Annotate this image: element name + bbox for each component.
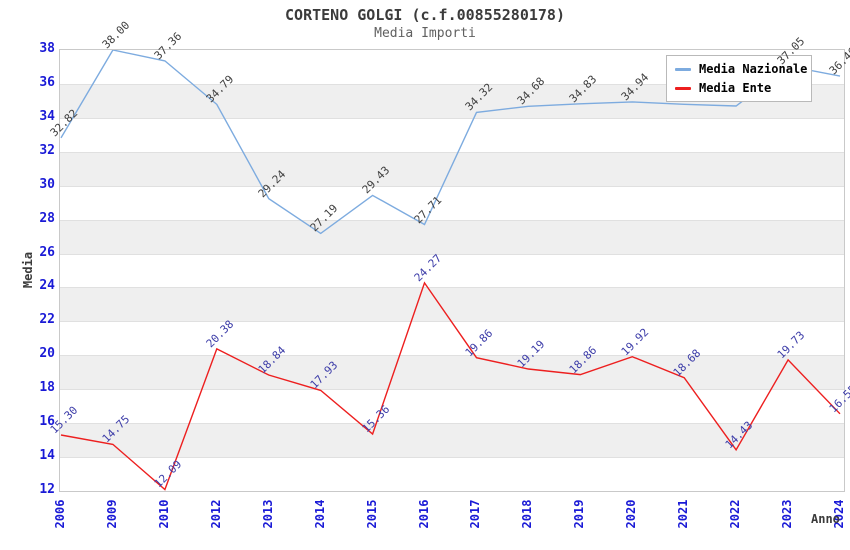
y-tick-label: 34 <box>39 108 55 124</box>
series-lines-layer <box>60 50 841 491</box>
gridline <box>60 287 844 289</box>
plot-band <box>60 423 844 458</box>
x-tick-label: 2018 <box>520 499 535 529</box>
y-tick-label: 16 <box>39 414 55 430</box>
y-tick-label: 30 <box>39 176 55 192</box>
gridline <box>60 457 844 459</box>
y-tick-label: 24 <box>39 278 55 294</box>
x-tick-label: 2021 <box>676 499 691 529</box>
plot-band <box>60 287 844 322</box>
y-tick-label: 18 <box>39 380 55 396</box>
plot-band <box>60 355 844 390</box>
gridline <box>60 389 844 391</box>
x-tick-label: 2016 <box>416 499 431 529</box>
gridline <box>60 151 844 153</box>
gridline <box>60 253 844 255</box>
y-tick-label: 38 <box>39 41 55 56</box>
gridline <box>60 185 844 187</box>
x-tick-label: 2009 <box>104 499 119 529</box>
plot-band <box>60 219 844 254</box>
x-tick-label: 2017 <box>468 499 483 529</box>
y-tick-label: 20 <box>39 346 55 362</box>
gridline <box>60 83 844 85</box>
legend-label-media-nazionale: Media Nazionale <box>699 62 808 76</box>
series-line-media-ente <box>60 281 841 491</box>
legend: Media Nazionale Media Ente <box>666 55 812 102</box>
x-tick-label: 2019 <box>572 499 587 529</box>
x-tick-label: 2020 <box>624 499 639 529</box>
x-tick-label: 2015 <box>364 499 379 529</box>
legend-line-swatch-ente-icon <box>675 86 691 90</box>
x-tick-label: 2014 <box>312 499 327 529</box>
y-tick-label: 26 <box>39 244 55 260</box>
y-tick-label: 36 <box>39 74 55 90</box>
gridline <box>60 423 844 425</box>
legend-item-media-nazionale: Media Nazionale <box>675 62 807 76</box>
gridline <box>60 219 844 221</box>
y-tick-label: 28 <box>39 210 55 226</box>
y-tick-label: 22 <box>39 312 55 328</box>
x-tick-label: 2006 <box>53 499 67 529</box>
chart-title: CORTENO GOLGI (c.f.00855280178) <box>285 6 565 24</box>
x-tick-label: 2022 <box>728 499 743 529</box>
plot-band <box>60 151 844 186</box>
legend-label-media-ente: Media Ente <box>699 81 772 95</box>
x-axis-title: Anno <box>811 512 840 526</box>
series-line-media-nazionale <box>60 50 841 235</box>
y-tick-label: 14 <box>39 448 55 464</box>
y-tick-label: 12 <box>39 482 55 497</box>
x-tick-label: 2023 <box>780 499 795 529</box>
gridline <box>60 355 844 357</box>
plot-area: 32.82 38.00 37.36 34.79 29.24 27.19 29.43 27.71… <box>48 19 850 492</box>
x-tick-label: 2012 <box>208 499 223 529</box>
x-tick-label: 2010 <box>156 499 171 529</box>
gridline <box>60 117 844 119</box>
chart-subtitle: Media Importi <box>374 26 476 41</box>
y-tick-label: 32 <box>39 142 55 158</box>
legend-item-media-ente: Media Ente <box>675 81 803 95</box>
legend-line-swatch-nazionale-icon <box>675 67 691 71</box>
x-tick-label: 2013 <box>260 499 275 529</box>
